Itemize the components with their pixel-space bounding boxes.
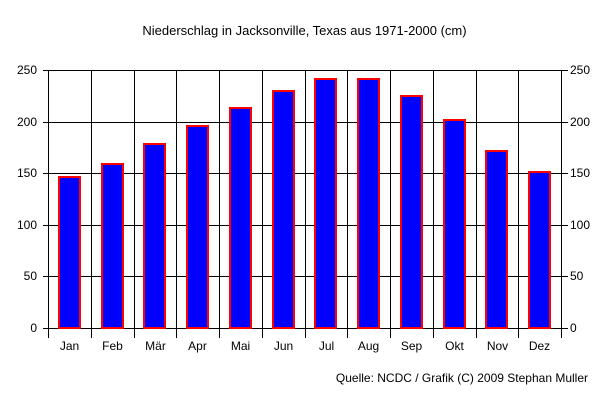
y-axis-left-tick-label: 50	[23, 269, 37, 283]
gridline-v	[262, 70, 263, 329]
y-axis-left-tick-label: 100	[16, 218, 37, 232]
x-axis-tick	[347, 328, 348, 338]
gridline-v	[347, 70, 348, 329]
bar-aug	[357, 78, 380, 329]
y-axis-left-tick-label: 250	[16, 63, 37, 77]
bar-mär	[143, 143, 166, 329]
y-axis-left-tick-label: 200	[16, 115, 37, 129]
x-axis-tick-label: Nov	[486, 339, 509, 353]
x-axis-tick	[476, 328, 477, 338]
y-axis-right-tick-label: 50	[570, 269, 584, 283]
bar-feb	[101, 163, 124, 329]
y-axis-right-tick-label: 100	[570, 218, 591, 232]
x-axis-tick-label: Mai	[230, 339, 251, 353]
bar-dez	[528, 171, 551, 329]
gridline-v	[390, 70, 391, 329]
x-axis-tick-label: Apr	[188, 339, 207, 353]
x-axis-tick-label: Okt	[445, 339, 464, 353]
x-axis-tick-label: Mär	[145, 339, 166, 353]
x-axis-tick	[561, 328, 562, 338]
y-axis-left-tick-label: 150	[16, 166, 37, 180]
bar-jan	[58, 176, 81, 329]
bar-okt	[443, 119, 466, 329]
x-axis-tick-label: Sep	[400, 339, 423, 353]
gridline-v	[305, 70, 306, 329]
bar-nov	[485, 150, 508, 329]
bar-sep	[400, 95, 423, 329]
x-axis-tick	[48, 328, 49, 338]
x-axis-tick	[305, 328, 306, 338]
bar-jun	[272, 90, 295, 329]
gridline-v	[219, 70, 220, 329]
gridline-v	[433, 70, 434, 329]
x-axis-tick	[262, 328, 263, 338]
x-axis-tick	[91, 328, 92, 338]
y-axis-right-tick-label: 150	[570, 166, 591, 180]
gridline-v	[561, 70, 562, 329]
gridline-v	[176, 70, 177, 329]
bar-apr	[186, 125, 209, 329]
x-axis-tick-label: Feb	[102, 339, 123, 353]
y-axis-right-tick-label: 200	[570, 115, 591, 129]
x-axis-tick	[433, 328, 434, 338]
x-axis-tick	[390, 328, 391, 338]
y-axis-right-tick-label: 250	[570, 63, 591, 77]
gridline-v	[48, 70, 49, 329]
bar-mai	[229, 107, 252, 329]
y-axis-left-tick-label: 0	[30, 321, 37, 335]
x-axis-tick	[134, 328, 135, 338]
gridline-v	[91, 70, 92, 329]
x-axis-tick	[219, 328, 220, 338]
x-axis-tick	[176, 328, 177, 338]
chart-title: Niederschlag in Jacksonville, Texas aus …	[142, 23, 467, 38]
y-axis-right-tick-label: 0	[570, 321, 577, 335]
x-axis-tick	[518, 328, 519, 338]
bar-jul	[314, 78, 337, 329]
source-credit: Quelle: NCDC / Grafik (C) 2009 Stephan M…	[335, 371, 588, 385]
x-axis-tick-label: Aug	[357, 339, 380, 353]
x-axis-tick-label: Jun	[273, 339, 294, 353]
x-axis-tick-label: Dez	[528, 339, 551, 353]
gridline-v	[134, 70, 135, 329]
x-axis-tick-label: Jul	[318, 339, 335, 353]
gridline-v	[476, 70, 477, 329]
gridline-v	[518, 70, 519, 329]
x-axis-tick-label: Jan	[59, 339, 80, 353]
